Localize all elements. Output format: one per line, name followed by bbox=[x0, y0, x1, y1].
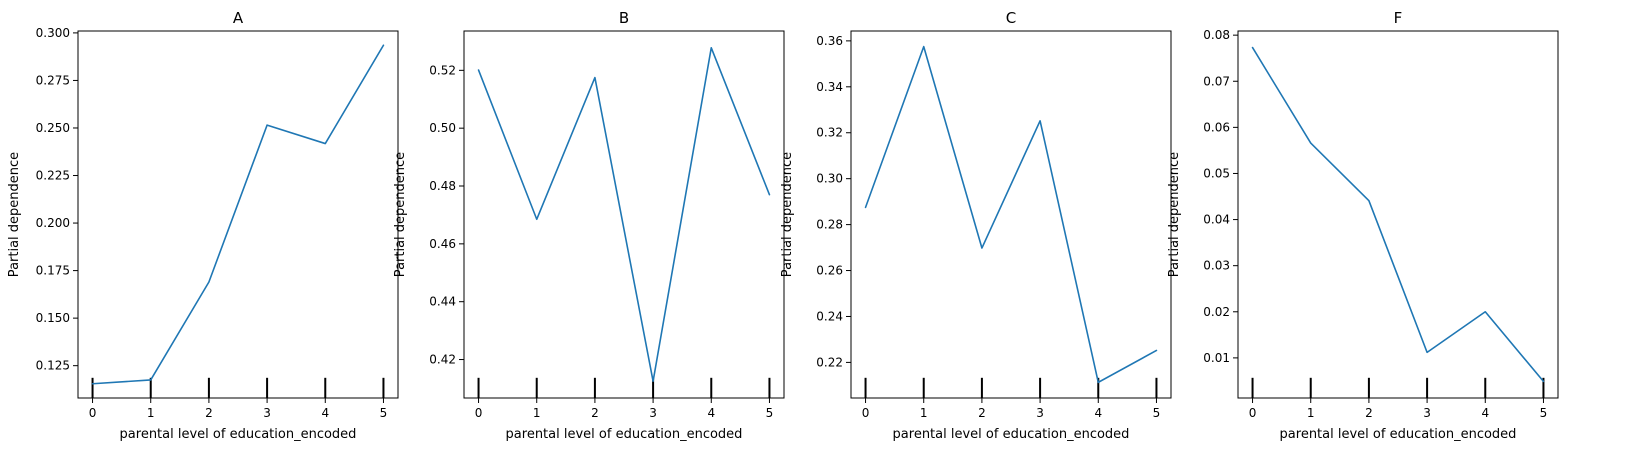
partial-dependence-line bbox=[477, 46, 771, 383]
panel-c: C 0 1 2 3 4 5 0.22 0.24 0.26 0.28 0.30 0.32 0.34 0.36 p… bbox=[780, 9, 1172, 442]
y-tick-label: 0.50 bbox=[429, 121, 456, 135]
y-tick-label: 0.175 bbox=[36, 264, 70, 278]
x-tick-label: 3 bbox=[1423, 406, 1431, 420]
x-tick-label: 3 bbox=[263, 406, 271, 420]
x-axis-label: parental level of education_encoded bbox=[893, 427, 1130, 442]
x-tick-label: 4 bbox=[707, 406, 715, 420]
y-axis-label: Partial dependence bbox=[1167, 152, 1182, 277]
y-tick-label: 0.02 bbox=[1203, 305, 1230, 319]
x-axis-label: parental level of education_encoded bbox=[120, 427, 357, 442]
plot-area-frame bbox=[1237, 30, 1559, 399]
x-tick-label: 4 bbox=[1481, 406, 1489, 420]
y-axis-label: Partial dependence bbox=[7, 152, 22, 277]
x-tick-label: 2 bbox=[205, 406, 213, 420]
x-axis-label: parental level of education_encoded bbox=[1280, 427, 1517, 442]
x-tick-label: 2 bbox=[1365, 406, 1373, 420]
y-tick-label: 0.04 bbox=[1203, 213, 1230, 227]
y-axis-label: Partial dependence bbox=[780, 152, 795, 277]
panel-b: B 0 1 2 3 4 5 0.42 0.44 0.46 0.48 0.50 0.52 parental … bbox=[393, 9, 785, 442]
partial-dependence-line bbox=[864, 45, 1158, 384]
y-tick-label: 0.300 bbox=[36, 26, 70, 40]
panel-title: A bbox=[233, 9, 244, 27]
y-tick-label: 0.26 bbox=[816, 264, 843, 278]
y-tick-label: 0.52 bbox=[429, 63, 456, 77]
x-tick-label: 2 bbox=[978, 406, 986, 420]
x-tick-label: 5 bbox=[1153, 406, 1161, 420]
y-tick-label: 0.03 bbox=[1203, 259, 1230, 273]
y-tick-label: 0.07 bbox=[1203, 74, 1230, 88]
x-tick-label: 0 bbox=[475, 406, 483, 420]
plot-area-frame bbox=[850, 30, 1172, 399]
y-tick-label: 0.36 bbox=[816, 34, 843, 48]
x-tick-label: 1 bbox=[533, 406, 541, 420]
x-tick-label: 2 bbox=[591, 406, 599, 420]
y-tick-label: 0.30 bbox=[816, 172, 843, 186]
x-tick-label: 0 bbox=[89, 406, 97, 420]
y-tick-label: 0.24 bbox=[816, 309, 843, 323]
x-tick-label: 5 bbox=[380, 406, 388, 420]
y-tick-label: 0.08 bbox=[1203, 28, 1230, 42]
x-axis-label: parental level of education_encoded bbox=[506, 427, 743, 442]
y-tick-label: 0.44 bbox=[429, 295, 456, 309]
y-tick-label: 0.05 bbox=[1203, 166, 1230, 180]
y-tick-label: 0.275 bbox=[36, 73, 70, 87]
y-tick-label: 0.48 bbox=[429, 179, 456, 193]
x-tick-label: 3 bbox=[649, 406, 657, 420]
x-tick-label: 1 bbox=[1307, 406, 1315, 420]
y-tick-label: 0.42 bbox=[429, 353, 456, 367]
plot-area-frame bbox=[463, 30, 785, 399]
x-tick-label: 1 bbox=[147, 406, 155, 420]
x-tick-label: 0 bbox=[1249, 406, 1257, 420]
plot-area-frame bbox=[77, 30, 399, 399]
y-tick-label: 0.250 bbox=[36, 121, 70, 135]
partial-dependence-line bbox=[1251, 46, 1545, 383]
y-axis-label: Partial dependence bbox=[393, 152, 408, 277]
panel-title: B bbox=[619, 9, 629, 27]
y-tick-label: 0.200 bbox=[36, 216, 70, 230]
panel-title: C bbox=[1006, 9, 1016, 27]
y-tick-label: 0.150 bbox=[36, 311, 70, 325]
y-tick-label: 0.01 bbox=[1203, 351, 1230, 365]
x-tick-label: 4 bbox=[1094, 406, 1102, 420]
y-tick-label: 0.32 bbox=[816, 126, 843, 140]
x-tick-label: 0 bbox=[862, 406, 870, 420]
x-tick-label: 1 bbox=[920, 406, 928, 420]
panel-title: F bbox=[1394, 9, 1403, 27]
y-tick-label: 0.225 bbox=[36, 169, 70, 183]
y-tick-label: 0.28 bbox=[816, 218, 843, 232]
x-tick-label: 4 bbox=[321, 406, 329, 420]
x-tick-label: 5 bbox=[766, 406, 774, 420]
partial-dependence-line bbox=[91, 44, 385, 385]
panel-f: F 0 1 2 3 4 5 0.01 0.02 0.03 0.04 0.05 0.06 0.07 0.08 p… bbox=[1167, 9, 1559, 442]
x-tick-label: 5 bbox=[1540, 406, 1548, 420]
x-tick-label: 3 bbox=[1036, 406, 1044, 420]
y-tick-label: 0.46 bbox=[429, 237, 456, 251]
y-tick-label: 0.125 bbox=[36, 359, 70, 373]
y-tick-label: 0.06 bbox=[1203, 120, 1230, 134]
y-tick-label: 0.22 bbox=[816, 355, 843, 369]
panel-a: A 0 1 2 3 4 5 0.125 0.150 0.175 0.200 0.225 0.250 0.2… bbox=[7, 9, 399, 442]
y-tick-label: 0.34 bbox=[816, 80, 843, 94]
